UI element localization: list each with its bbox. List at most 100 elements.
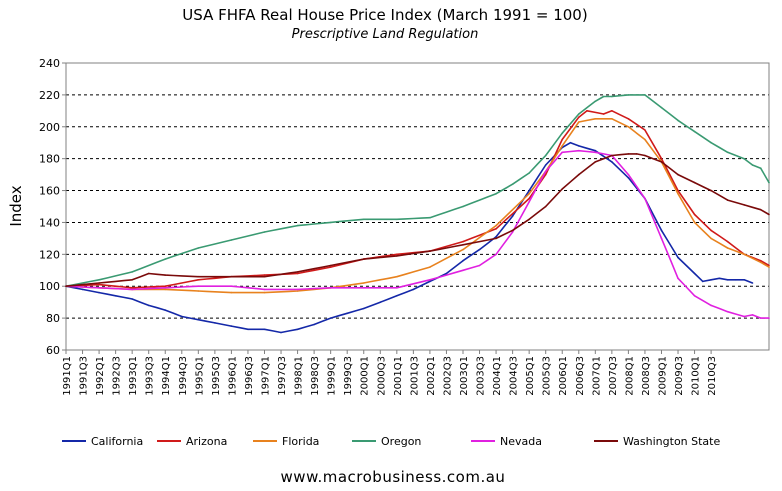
x-tick-label: 2006Q3 xyxy=(575,356,586,396)
x-tick-label: 1996Q3 xyxy=(244,356,255,396)
data-point-oregon xyxy=(462,205,464,208)
data-point-nevada xyxy=(329,287,332,289)
y-tick-label: 120 xyxy=(39,248,60,261)
series-line-arizona xyxy=(65,110,770,289)
data-point-washington-state xyxy=(511,229,514,232)
data-point-washington-state xyxy=(627,153,630,155)
data-point-arizona xyxy=(693,213,696,216)
data-point-florida xyxy=(495,224,497,227)
data-point-california xyxy=(495,236,497,238)
data-point-california xyxy=(569,141,572,144)
data-point-oregon xyxy=(644,94,646,96)
data-point-oregon xyxy=(693,130,696,133)
data-point-california xyxy=(702,280,704,283)
data-point-florida xyxy=(396,275,398,278)
data-point-washington-state xyxy=(329,264,332,267)
x-tick-label: 1994Q1 xyxy=(161,356,172,396)
data-point-florida xyxy=(693,221,696,224)
x-tick-label: 2002Q3 xyxy=(442,356,453,396)
x-tick-label: 2000Q3 xyxy=(376,356,387,396)
data-point-washington-state xyxy=(660,161,663,163)
data-point-florida xyxy=(528,192,530,195)
data-point-arizona xyxy=(602,113,605,115)
y-tick-label: 240 xyxy=(39,57,60,70)
data-point-arizona xyxy=(164,285,166,288)
data-point-california xyxy=(346,312,349,315)
data-point-oregon xyxy=(528,172,530,174)
data-point-arizona xyxy=(396,253,398,256)
series-arizona xyxy=(65,110,770,289)
data-point-california xyxy=(313,323,315,326)
data-point-nevada xyxy=(644,197,646,200)
data-point-oregon xyxy=(561,132,563,134)
x-tick-label: 1991Q1 xyxy=(62,356,73,396)
data-point-florida xyxy=(677,192,679,195)
series-line-california xyxy=(65,141,753,334)
data-point-washington-state xyxy=(98,282,100,284)
data-point-washington-state xyxy=(164,274,166,276)
y-tick-label: 140 xyxy=(39,216,60,229)
data-point-washington-state xyxy=(743,204,745,206)
data-point-nevada xyxy=(677,277,679,280)
data-point-florida xyxy=(462,248,464,251)
data-point-arizona xyxy=(660,157,663,160)
data-point-washington-state xyxy=(429,250,431,252)
data-point-nevada xyxy=(511,231,514,233)
plot-area-frame xyxy=(65,62,770,351)
data-point-oregon xyxy=(164,258,166,260)
data-point-washington-state xyxy=(594,161,597,163)
y-tick-label: 80 xyxy=(46,312,60,325)
chart-subtitle: Prescriptive Land Regulation xyxy=(292,27,479,42)
data-point-florida xyxy=(611,118,613,120)
data-point-oregon xyxy=(660,106,663,109)
data-point-nevada xyxy=(230,285,233,288)
data-point-oregon xyxy=(627,94,630,96)
data-point-washington-state xyxy=(768,213,770,216)
data-point-arizona xyxy=(263,274,266,276)
data-point-nevada xyxy=(710,304,712,307)
data-point-california xyxy=(429,280,431,283)
data-point-oregon xyxy=(751,164,754,166)
x-tick-label: 1999Q3 xyxy=(343,356,354,396)
data-point-california xyxy=(611,161,613,163)
data-point-nevada xyxy=(478,264,481,267)
y-tick-label: 220 xyxy=(39,89,60,102)
legend-label-california: California xyxy=(91,435,143,448)
data-point-california xyxy=(230,325,233,327)
x-axis-ticks: 1991Q1 1991Q3 1992Q1 1992Q3 1993Q1 1993Q3 1994… xyxy=(62,350,718,396)
data-point-nevada xyxy=(429,279,431,281)
data-point-washington-state xyxy=(759,208,762,211)
legend-label-nevada: Nevada xyxy=(500,435,542,448)
x-tick-label: 1997Q3 xyxy=(277,356,288,396)
data-point-nevada xyxy=(98,287,100,289)
data-point-florida xyxy=(296,290,299,292)
data-point-oregon xyxy=(759,167,762,169)
data-point-california xyxy=(627,177,630,179)
source-url: www.macrobusiness.com.au xyxy=(281,468,506,486)
data-point-california xyxy=(578,145,580,147)
data-point-arizona xyxy=(710,229,712,232)
data-point-florida xyxy=(164,288,166,291)
x-tick-label: 1993Q1 xyxy=(128,356,139,396)
data-point-nevada xyxy=(164,287,166,289)
data-point-washington-state xyxy=(544,205,547,208)
legend-label-florida: Florida xyxy=(282,435,319,448)
data-point-washington-state xyxy=(693,181,696,184)
data-point-california xyxy=(743,279,745,281)
series-california xyxy=(65,141,754,334)
data-point-washington-state xyxy=(635,153,638,155)
data-point-florida xyxy=(429,266,431,268)
y-tick-label: 160 xyxy=(39,185,60,198)
data-point-nevada xyxy=(495,253,497,256)
series-line-florida xyxy=(65,118,770,294)
data-point-nevada xyxy=(768,317,770,319)
data-point-california xyxy=(98,291,100,294)
data-point-washington-state xyxy=(528,218,530,221)
data-point-nevada xyxy=(396,287,398,289)
data-point-oregon xyxy=(396,218,398,221)
data-point-florida xyxy=(644,138,646,141)
data-point-california xyxy=(726,279,729,281)
data-point-nevada xyxy=(296,288,299,291)
data-point-california xyxy=(329,317,332,319)
data-point-california xyxy=(280,331,282,334)
